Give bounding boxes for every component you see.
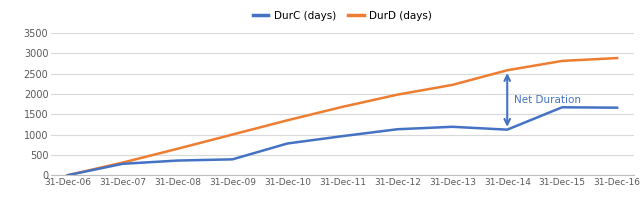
DurD (days) — [394, 93, 401, 96]
DurD (days) — [173, 147, 181, 150]
Text: Net Duration: Net Duration — [514, 95, 581, 105]
DurD (days) — [504, 69, 511, 72]
DurD (days) — [449, 84, 456, 86]
DurC (days) — [64, 174, 72, 177]
DurD (days) — [284, 119, 291, 122]
DurD (days) — [339, 106, 346, 108]
DurD (days) — [558, 60, 566, 62]
DurC (days) — [613, 106, 621, 109]
DurC (days) — [173, 159, 181, 162]
DurC (days) — [449, 125, 456, 128]
DurD (days) — [228, 133, 236, 136]
DurC (days) — [228, 158, 236, 161]
DurC (days) — [119, 162, 127, 165]
Line: DurD (days): DurD (days) — [68, 58, 617, 175]
DurC (days) — [504, 128, 511, 131]
Legend: DurC (days), DurD (days): DurC (days), DurD (days) — [248, 7, 436, 25]
DurC (days) — [339, 135, 346, 138]
Line: DurC (days): DurC (days) — [68, 107, 617, 175]
DurD (days) — [119, 161, 127, 164]
DurC (days) — [284, 142, 291, 145]
DurD (days) — [613, 57, 621, 59]
DurC (days) — [394, 128, 401, 131]
DurC (days) — [558, 106, 566, 109]
DurD (days) — [64, 174, 72, 177]
